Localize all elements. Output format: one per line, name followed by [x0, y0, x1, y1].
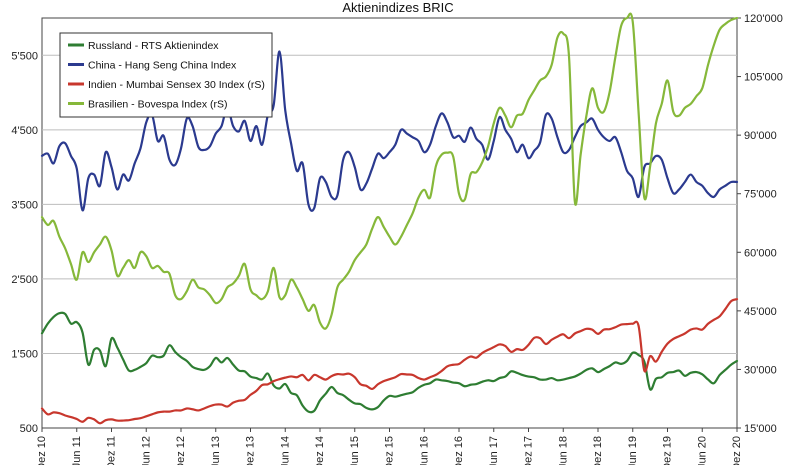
- y-left-tick-label: 1'500: [11, 348, 38, 360]
- y-right-tick-label: 30'000: [744, 364, 777, 376]
- x-tick-label: Jun 12: [140, 436, 152, 465]
- x-tick-label: Jun 20: [696, 436, 708, 465]
- legend: Russland - RTS Aktienindex China - Hang S…: [59, 32, 273, 118]
- x-tick-label: Dez 10: [36, 436, 48, 465]
- y-right-tick-label: 75'000: [744, 189, 777, 201]
- x-tick-label: Dez 11: [106, 436, 118, 465]
- x-tick-label: Dez 20: [731, 436, 743, 465]
- x-tick-label: Dez 18: [592, 436, 604, 465]
- right-axis: 15'000 30'000 45'000 60'000 75'000 90'000 105'…: [737, 13, 783, 435]
- y-left-tick-label: 4'500: [11, 125, 38, 137]
- x-tick-label: Jun 11: [71, 436, 83, 465]
- y-left-tick-label: 5'500: [11, 50, 38, 62]
- x-tick-label: Jun 15: [349, 436, 361, 465]
- y-right-tick-label: 45'000: [744, 306, 777, 318]
- x-tick-label: Jun 13: [210, 436, 222, 465]
- x-tick-label: Jun 18: [557, 436, 569, 465]
- x-tick-label: Jun 19: [627, 436, 639, 465]
- series-layer: [40, 12, 739, 425]
- chart-title: Aktienindizes BRIC: [342, 0, 453, 15]
- legend-label: Russland - RTS Aktienindex: [88, 40, 219, 52]
- left-axis: 500 1'500 2'500 3'500 4'500 5'500: [11, 50, 38, 435]
- x-tick-label: Jun 17: [488, 436, 500, 465]
- x-tick-label: Dez 19: [662, 436, 674, 465]
- y-right-tick-label: 120'000: [744, 13, 783, 25]
- series-line-1: [40, 311, 739, 414]
- legend-label: Indien - Mumbai Sensex 30 Index (rS): [88, 79, 265, 91]
- y-left-tick-label: 3'500: [11, 199, 38, 211]
- x-tick-label: Jun 16: [418, 436, 430, 465]
- y-left-tick-label: 2'500: [11, 274, 38, 286]
- x-tick-label: Dez 13: [245, 436, 257, 465]
- y-right-tick-label: 90'000: [744, 130, 777, 142]
- x-tick-label: Dez 17: [523, 436, 535, 465]
- series-line-3: [40, 298, 739, 425]
- y-right-tick-label: 60'000: [744, 247, 777, 259]
- x-tick-label: Dez 15: [384, 436, 396, 465]
- x-tick-label: Dez 14: [314, 436, 326, 465]
- series-line-4: [40, 12, 739, 330]
- x-tick-label: Dez 16: [453, 436, 465, 465]
- y-right-tick-label: 15'000: [744, 423, 777, 435]
- x-tick-label: Jun 14: [279, 436, 291, 465]
- y-right-tick-label: 105'000: [744, 72, 783, 84]
- legend-box: [59, 32, 273, 118]
- legend-label: China - Hang Seng China Index: [88, 60, 237, 72]
- legend-label: Brasilien - Bovespa Index (rS): [88, 99, 227, 111]
- series-line-2: [40, 50, 739, 212]
- x-tick-label: Dez 12: [175, 436, 187, 465]
- x-axis: Dez 10 Jun 11 Dez 11 Jun 12 Dez 12 Jun 13 Dez …: [36, 428, 743, 465]
- y-left-tick-label: 500: [20, 423, 38, 435]
